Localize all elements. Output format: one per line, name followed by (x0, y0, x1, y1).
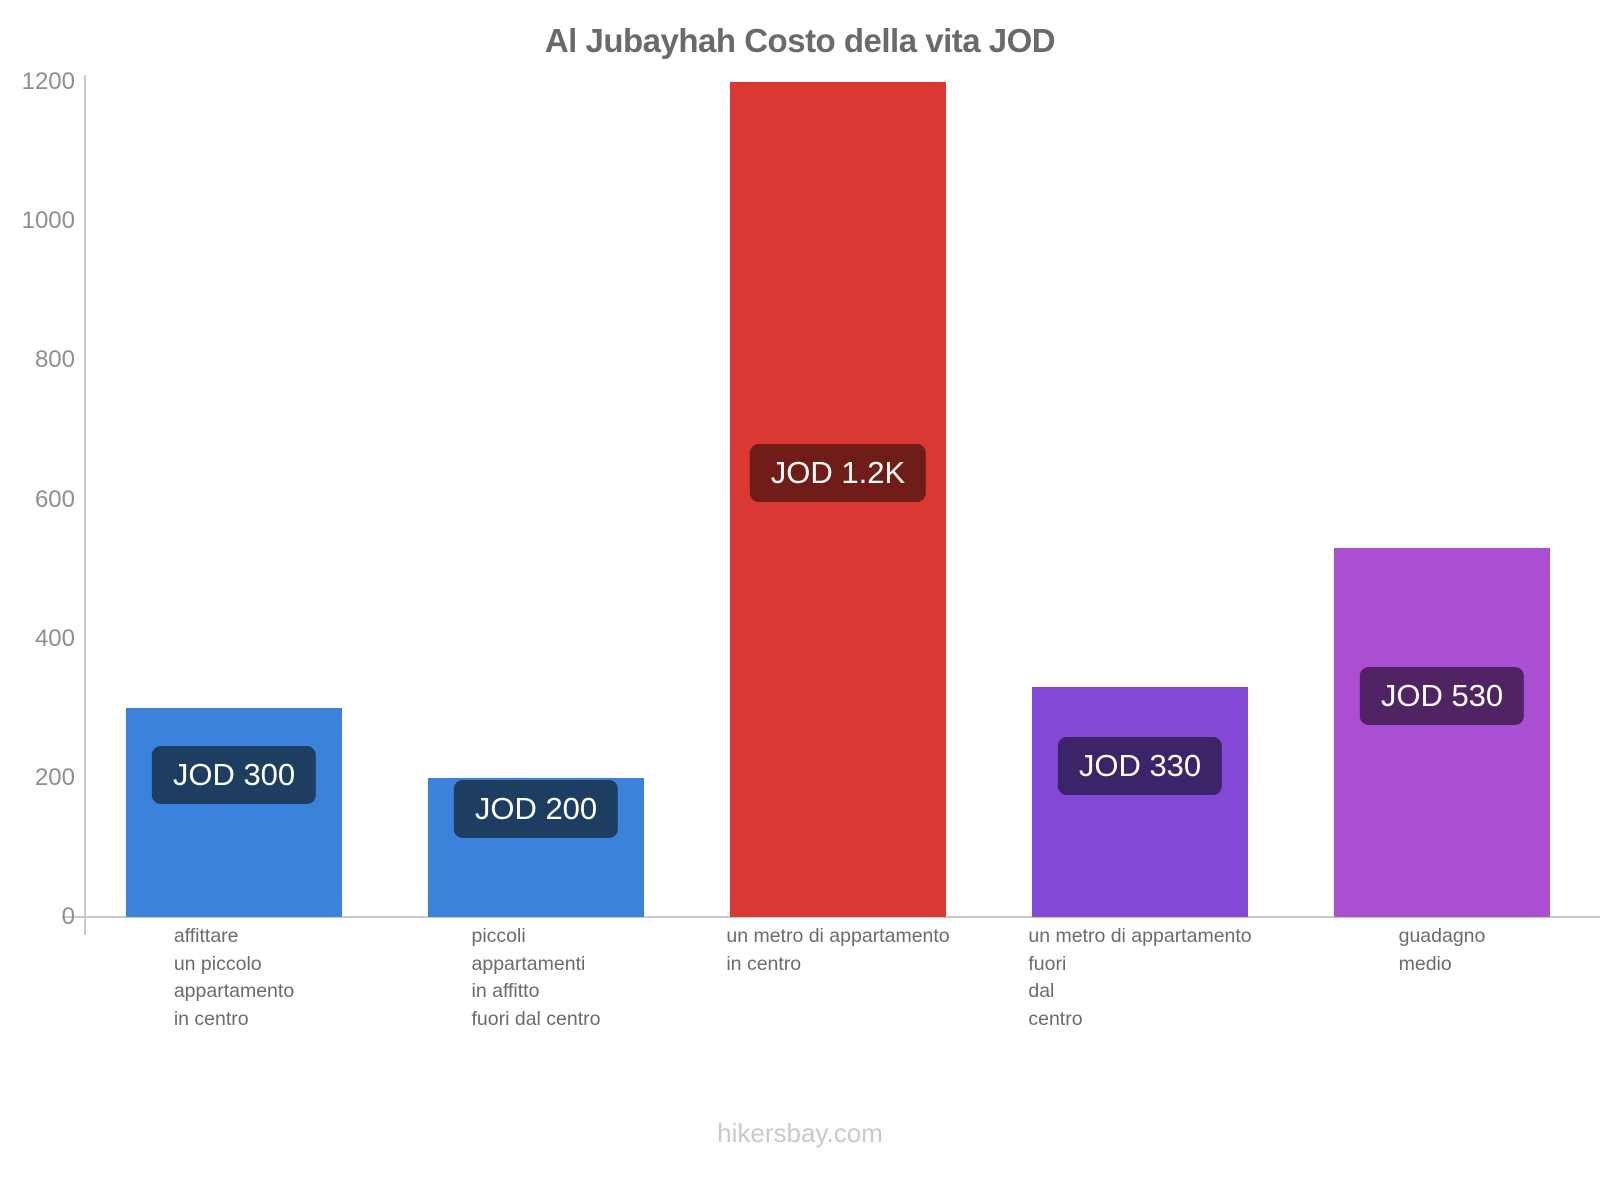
y-tick-label: 0 (61, 903, 75, 930)
bar-1 (126, 708, 342, 917)
bar-value-badge-1: JOD 300 (151, 746, 317, 805)
footer-watermark: hikersbay.com (717, 1118, 883, 1148)
y-tick-label: 1000 (21, 207, 75, 235)
category-label-5: guadagno medio (1398, 925, 1486, 975)
category-label-3: un metro di appartamento in centro (726, 925, 950, 975)
chart-title: Al Jubayhah Costo della vita JOD (544, 22, 1056, 59)
y-tick-label: 1200 (21, 68, 75, 95)
x-axis-line (62, 916, 1600, 918)
category-label-4: un metro di appartamento fuori dal centr… (1028, 925, 1252, 1030)
bar-value-badge-5: JOD 530 (1359, 667, 1525, 726)
y-tick-label: 400 (34, 624, 75, 652)
bar-value-badge-4: JOD 330 (1057, 737, 1223, 796)
y-tick-label: 800 (34, 346, 75, 374)
y-tick-label: 600 (34, 485, 75, 513)
bar-4 (1032, 687, 1248, 917)
y-tick-label: 200 (34, 763, 75, 791)
category-label-1: affittare un piccolo appartamento in cen… (173, 925, 295, 1030)
category-label-2: piccoli appartamenti in affitto fuori da… (471, 925, 601, 1030)
y-axis-line (84, 75, 86, 935)
bar-5 (1334, 548, 1550, 917)
bar-value-badge-2: JOD 200 (453, 779, 619, 838)
bar-value-badge-3: JOD 1.2K (749, 444, 927, 502)
